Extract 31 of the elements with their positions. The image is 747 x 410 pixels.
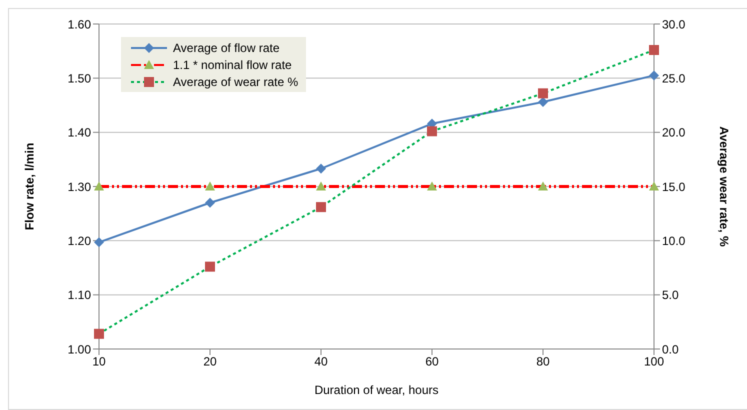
x-tick-label: 60 xyxy=(425,354,439,369)
y2-axis-title: Average wear rate, % xyxy=(716,126,731,247)
y-tick-label: 1.20 xyxy=(68,234,92,248)
y-tick-label: 1.60 xyxy=(68,17,92,32)
y2-tick-label: 5.0 xyxy=(662,288,680,302)
point xyxy=(649,70,659,80)
y-tick-label: 1.40 xyxy=(68,126,92,140)
point xyxy=(205,198,215,208)
y-axis-title: Flow rate, l/min xyxy=(22,142,36,230)
y-tick-label: 1.00 xyxy=(68,342,92,356)
y-tick-label: 1.50 xyxy=(68,71,92,86)
x-tick-label: 100 xyxy=(644,354,664,369)
x-tick-label: 80 xyxy=(536,354,550,369)
x-axis-title: Duration of wear, hours xyxy=(314,383,439,397)
point xyxy=(316,164,326,174)
x-tick-label: 20 xyxy=(203,354,217,369)
y-tick-label: 1.10 xyxy=(68,288,92,302)
y2-tick-label: 15.0 xyxy=(662,180,686,194)
point xyxy=(538,97,548,107)
y2-tick-label: 10.0 xyxy=(662,234,686,248)
legend-label: 1.1 * nominal flow rate xyxy=(173,58,292,72)
y2-tick-label: 0.0 xyxy=(662,342,680,356)
y2-tick-label: 20.0 xyxy=(662,126,686,140)
legend-label: Average of flow rate xyxy=(173,40,280,54)
x-tick-label: 10 xyxy=(92,354,106,369)
y-tick-label: 1.30 xyxy=(68,180,92,194)
y2-tick-label: 30.0 xyxy=(662,17,686,32)
x-tick-label: 40 xyxy=(314,354,328,369)
point xyxy=(94,237,104,248)
y2-tick-label: 25.0 xyxy=(662,71,686,86)
legend-label: Average of wear rate % xyxy=(173,74,298,88)
